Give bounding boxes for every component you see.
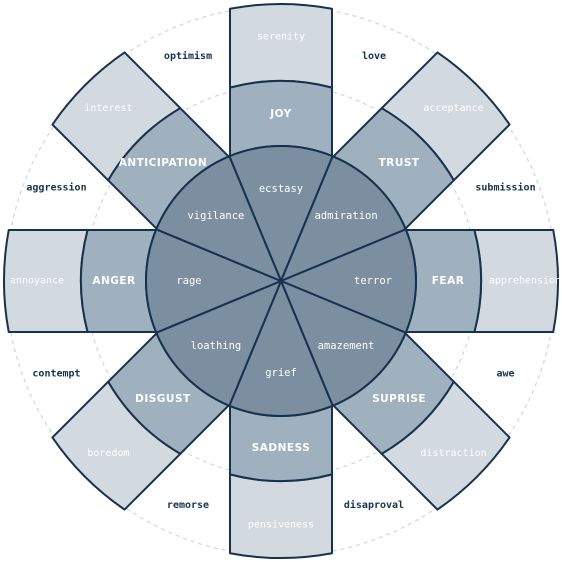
basic-label-suprise: SUPRISE <box>372 393 426 405</box>
basic-label-sadness: SADNESS <box>252 442 311 454</box>
outer-label-pensiveness: pensiveness <box>248 520 314 531</box>
basic-label-disgust: DISGUST <box>135 393 191 405</box>
basic-label-anger: ANGER <box>92 275 135 287</box>
core-wedge-rage <box>145 228 282 334</box>
basic-label-fear: FEAR <box>432 275 465 287</box>
core-wedge-terror <box>280 228 417 334</box>
basic-band <box>80 80 482 482</box>
outer-segment-serenity <box>229 3 333 89</box>
dyad-label-love: love <box>362 51 386 62</box>
core-wedge-amazement <box>280 280 407 407</box>
label-layer: ecstasy JOY serenity admiration TRUST accepta… <box>10 32 561 531</box>
outer-label-boredom: boredom <box>87 448 129 459</box>
core-label-ecstasy: ecstasy <box>259 183 303 195</box>
core-wedge-loathing <box>155 280 282 407</box>
basic-label-trust: TRUST <box>379 157 420 169</box>
core-wedge-grief <box>228 280 334 417</box>
dyad-label-optimism: optimism <box>164 50 212 62</box>
basic-label-anticipation: ANTICIPATION <box>119 157 207 169</box>
core-wedge-ecstasy <box>228 145 334 282</box>
outer-label-interest: interest <box>84 103 132 114</box>
core-label-rage: rage <box>176 275 201 287</box>
dyad-label-contempt: contempt <box>32 368 80 379</box>
dyad-label-remorse: remorse <box>167 500 209 511</box>
outer-label-acceptance: acceptance <box>423 103 483 114</box>
dyad-label-awe: awe <box>496 368 514 379</box>
outer-label-serenity: serenity <box>257 32 305 43</box>
dyad-label-submission: submission <box>475 182 535 194</box>
outer-band <box>3 3 559 559</box>
core-wedge-vigilance <box>155 155 282 282</box>
basic-label-joy: JOY <box>269 108 292 120</box>
outer-label-distraction: distraction <box>420 448 486 459</box>
core-wedge-admiration <box>280 155 407 282</box>
core-label-grief: grief <box>265 367 297 379</box>
core-label-admiration: admiration <box>314 210 377 222</box>
outer-segment-pensiveness <box>229 473 333 559</box>
core-band <box>145 145 417 417</box>
core-label-loathing: loathing <box>191 340 242 352</box>
outer-label-annoyance: annoyance <box>10 276 64 287</box>
core-label-terror: terror <box>354 275 392 287</box>
dyad-label-aggression: aggression <box>26 182 86 194</box>
outer-label-apprehension: apprehension <box>489 276 561 287</box>
dyad-label-disaproval: disaproval <box>344 499 404 511</box>
core-label-vigilance: vigilance <box>187 210 244 222</box>
core-label-amazement: amazement <box>318 340 375 352</box>
